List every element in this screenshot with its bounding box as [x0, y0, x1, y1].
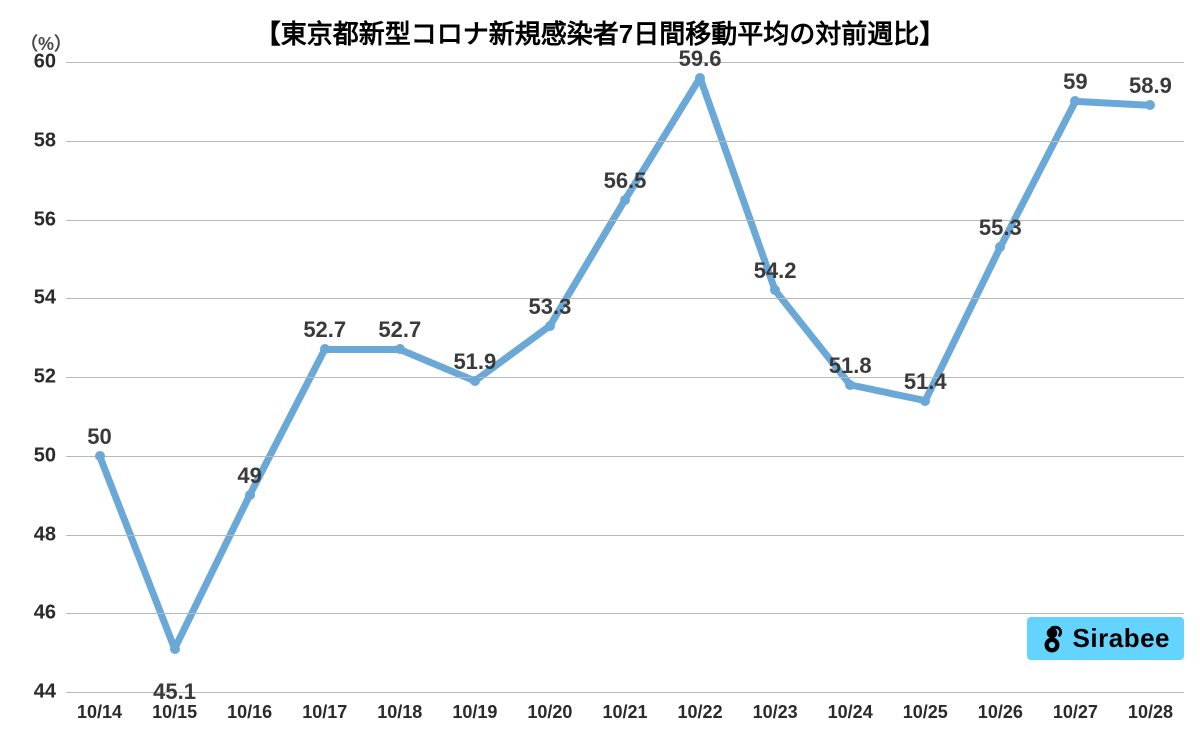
y-tick-label: 46 — [34, 602, 66, 625]
gridline — [66, 298, 1184, 299]
y-tick-label: 52 — [34, 366, 66, 389]
chart-title: 【東京都新型コロナ新規感染者7日間移動平均の対前週比】 — [0, 14, 1200, 51]
data-point-label: 51.4 — [904, 369, 947, 395]
data-point-label: 51.8 — [829, 353, 872, 379]
series-marker — [545, 321, 555, 331]
y-tick-label: 54 — [34, 287, 66, 310]
series-marker — [170, 644, 180, 654]
data-point-label: 59.6 — [679, 46, 722, 72]
series-marker — [470, 376, 480, 386]
y-tick-label: 60 — [34, 51, 66, 74]
x-tick-label: 10/21 — [602, 692, 647, 723]
data-point-label: 58.9 — [1129, 73, 1172, 99]
series-marker — [920, 396, 930, 406]
data-point-label: 45.1 — [153, 679, 196, 705]
data-point-label: 52.7 — [378, 317, 421, 343]
x-tick-label: 10/19 — [452, 692, 497, 723]
y-tick-label: 48 — [34, 523, 66, 546]
data-point-label: 53.3 — [529, 294, 572, 320]
gridline — [66, 62, 1184, 63]
x-tick-label: 10/14 — [77, 692, 122, 723]
series-line — [100, 78, 1151, 649]
gridline — [66, 456, 1184, 457]
series-marker — [395, 344, 405, 354]
brand-text: Sirabee — [1073, 623, 1170, 654]
plot-area: 44464850525456586010/1410/1510/1610/1710… — [66, 62, 1184, 692]
line-chart: 【東京都新型コロナ新規感染者7日間移動平均の対前週比】 （%） 44464850… — [0, 0, 1200, 734]
gridline — [66, 377, 1184, 378]
y-tick-label: 44 — [34, 681, 66, 704]
series-marker — [245, 490, 255, 500]
series-marker — [620, 195, 630, 205]
series-marker — [1070, 96, 1080, 106]
data-point-label: 55.3 — [979, 215, 1022, 241]
data-point-label: 50 — [87, 424, 111, 450]
brand-logo-icon — [1037, 624, 1067, 654]
x-tick-label: 10/16 — [227, 692, 272, 723]
data-point-label: 49 — [237, 463, 261, 489]
series-marker — [1145, 100, 1155, 110]
x-tick-label: 10/18 — [377, 692, 422, 723]
x-tick-label: 10/24 — [828, 692, 873, 723]
data-point-label: 56.5 — [604, 168, 647, 194]
y-tick-label: 58 — [34, 129, 66, 152]
x-tick-label: 10/22 — [678, 692, 723, 723]
brand-badge: Sirabee — [1027, 617, 1184, 660]
x-tick-label: 10/26 — [978, 692, 1023, 723]
x-tick-label: 10/23 — [753, 692, 798, 723]
data-point-label: 52.7 — [303, 317, 346, 343]
series-marker — [95, 451, 105, 461]
y-tick-label: 50 — [34, 444, 66, 467]
x-tick-label: 10/17 — [302, 692, 347, 723]
series-marker — [845, 380, 855, 390]
x-tick-label: 10/27 — [1053, 692, 1098, 723]
series-marker — [770, 285, 780, 295]
gridline — [66, 535, 1184, 536]
data-point-label: 54.2 — [754, 258, 797, 284]
series-marker — [695, 73, 705, 83]
series-marker — [995, 242, 1005, 252]
x-tick-label: 10/25 — [903, 692, 948, 723]
gridline — [66, 141, 1184, 142]
x-tick-label: 10/20 — [527, 692, 572, 723]
data-point-label: 51.9 — [453, 349, 496, 375]
series-marker — [320, 344, 330, 354]
gridline — [66, 613, 1184, 614]
x-tick-label: 10/28 — [1128, 692, 1173, 723]
data-point-label: 59 — [1063, 69, 1087, 95]
y-tick-label: 56 — [34, 208, 66, 231]
